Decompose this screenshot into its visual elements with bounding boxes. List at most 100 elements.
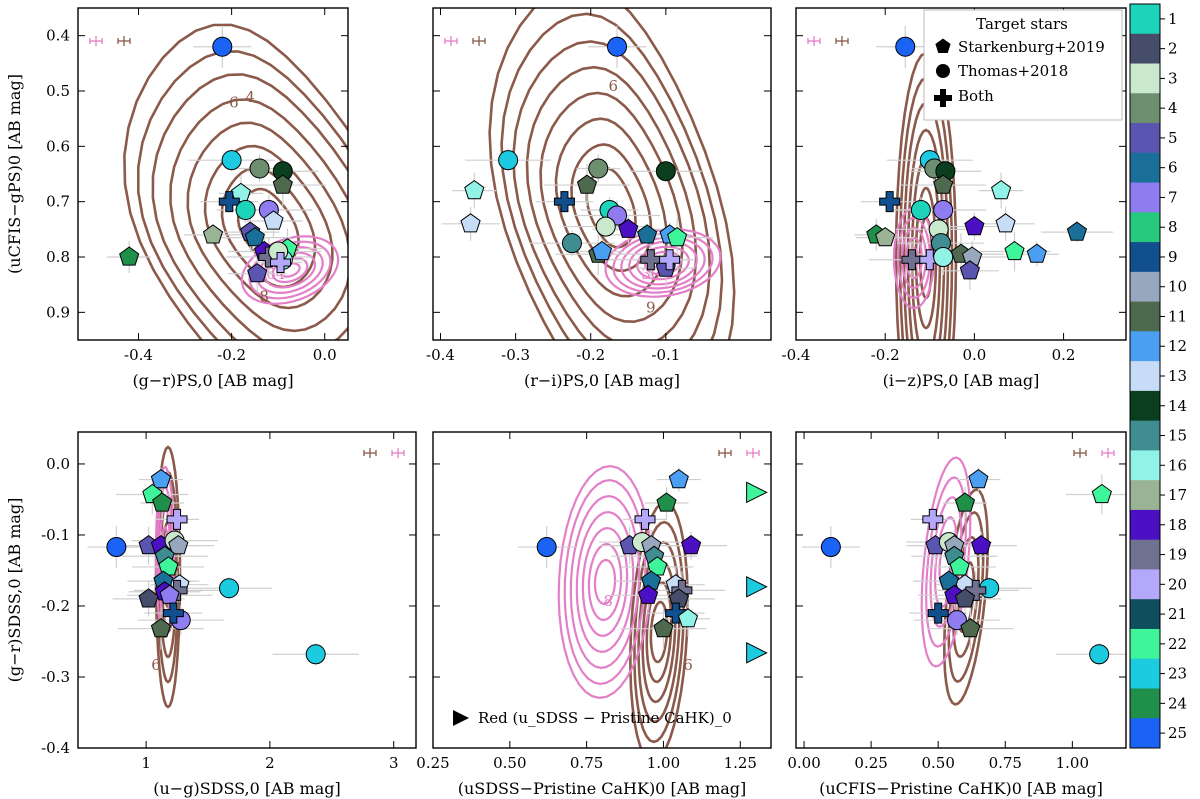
colorbar-label: 7: [1168, 188, 1178, 206]
y-tick-label: -0.3: [41, 668, 70, 686]
star-circle-marker: [235, 199, 256, 220]
star-pentagon-marker: [971, 534, 992, 555]
typical-errors: [444, 36, 486, 46]
x-axis-label: (r−i)PS,0 [AB mag]: [524, 371, 680, 390]
x-tick-label: -0.2: [871, 346, 900, 364]
x-axis-label: (i−z)PS,0 [AB mag]: [883, 371, 1040, 390]
star-cross-marker: [659, 249, 681, 271]
x-tick-label: 0.75: [989, 754, 1022, 772]
x-tick-label: -0.2: [217, 346, 246, 364]
colorbar-label: 12: [1168, 337, 1187, 355]
y-tick-label: 0.0: [46, 455, 70, 473]
star-circle-marker: [305, 644, 326, 665]
brown-contour: [525, 65, 698, 340]
points: [517, 467, 768, 664]
pink-contour: [271, 256, 309, 284]
star-pentagon-marker: [247, 262, 268, 283]
brown-contour: [488, 8, 736, 340]
contour-label: 6: [683, 656, 693, 674]
colorbar-segment: [1130, 658, 1160, 689]
legend-circle-icon: [936, 64, 950, 78]
axes-frame: [432, 431, 772, 749]
y-tick-label: 0.9: [46, 303, 70, 321]
x-tick-label: 0.25: [416, 754, 449, 772]
colorbar-label: 8: [1168, 218, 1178, 236]
colorbar-segment: [1130, 212, 1160, 243]
x-tick-label: 0.25: [854, 754, 887, 772]
legend-label-starkenburg: Starkenburg+2019: [958, 38, 1105, 56]
star-circle-marker: [221, 150, 242, 171]
star-pentagon-marker: [1026, 243, 1047, 263]
star-pentagon-marker: [460, 213, 481, 233]
panel-5: 6 8 0.25 0.50 0.75 1.00 1.25 (uSDSS−Pristine Ca…: [416, 431, 772, 798]
colorbar-label: 18: [1168, 516, 1187, 534]
colorbar-label: 19: [1168, 546, 1187, 564]
colorbar: 1234567891011121314151617181920212223242…: [1129, 3, 1187, 749]
colorbar-segment: [1130, 301, 1160, 332]
x-tick-label: 3: [389, 754, 399, 772]
colorbar-label: 6: [1168, 159, 1178, 177]
colorbar-label: 24: [1168, 694, 1187, 712]
brown-contour: [137, 50, 348, 340]
x-axis-label: (u−g)SDSS,0 [AB mag]: [153, 779, 340, 798]
x-tick-label: -0.1: [651, 346, 680, 364]
star-circle-marker: [933, 199, 954, 220]
pink-contour: [248, 240, 332, 300]
star-circle-marker: [595, 216, 616, 237]
star-circle-marker: [212, 36, 233, 57]
y-tick-label: 0.6: [46, 137, 70, 155]
pink-contour: [557, 464, 653, 700]
star-circle-marker: [536, 537, 557, 558]
star-pentagon-marker: [202, 224, 224, 244]
colorbar-label: 17: [1168, 486, 1187, 504]
pink-contour: [587, 542, 623, 622]
star-pentagon-marker: [656, 492, 677, 512]
x-tick-label: -0.4: [782, 346, 811, 364]
contour-label: 8: [259, 287, 269, 305]
red-triangle-marker: [746, 481, 768, 504]
star-circle-marker: [249, 158, 270, 179]
panel-6: 0.00 0.25 0.50 0.75 1.00 (uCFIS−Pristine CaHK…: [787, 431, 1127, 798]
colorbar-label: 4: [1168, 99, 1178, 117]
star-pentagon-marker: [150, 618, 172, 638]
colorbar-segment: [1130, 688, 1160, 719]
star-circle-marker: [910, 199, 931, 220]
x-tick-label: 0.0: [962, 346, 986, 364]
star-cross-marker: [162, 602, 184, 624]
colorbar-segment: [1130, 450, 1160, 481]
colorbar-label: 15: [1168, 427, 1187, 445]
legend-entry-starkenburg: Starkenburg+2019: [935, 38, 1105, 56]
star-pentagon-marker: [677, 608, 699, 628]
brown-contour: [641, 560, 677, 704]
brown-contour: [151, 73, 348, 340]
star-pentagon-marker: [964, 215, 985, 236]
pink-contour: [581, 526, 629, 638]
star-pentagon-marker: [272, 174, 293, 194]
colorbar-label: 23: [1168, 665, 1187, 683]
star-cross-marker: [965, 579, 987, 601]
star-circle-marker: [933, 247, 954, 267]
pink-contour: [563, 478, 647, 686]
brown-contour: [169, 98, 348, 340]
star-pentagon-marker: [933, 174, 954, 194]
pink-contour: [569, 494, 641, 670]
pink-contour: [263, 251, 317, 289]
colorbar-label: 20: [1168, 575, 1187, 593]
axes-frame: [795, 431, 1127, 749]
colorbar-label: 9: [1168, 248, 1178, 266]
star-pentagon-marker: [668, 468, 689, 489]
y-tick-label: 0.8: [46, 248, 70, 266]
star-pentagon-marker: [637, 224, 658, 244]
pink-contour: [575, 510, 635, 654]
y-tick-label: -0.1: [41, 526, 70, 544]
star-pentagon-marker: [949, 556, 970, 576]
star-pentagon-marker: [638, 584, 659, 604]
x-axis-label: (uCFIS−Pristine CaHK)0 [AB mag]: [819, 779, 1103, 798]
brown-contour: [186, 121, 348, 333]
legend: Target stars Starkenburg+2019 Thomas+201…: [923, 9, 1123, 121]
colorbar-segment: [1130, 628, 1160, 660]
x-tick-label: -0.3: [501, 346, 530, 364]
star-circle-marker: [820, 537, 841, 558]
star-pentagon-marker: [464, 179, 485, 200]
x-tick-label: -0.2: [576, 346, 605, 364]
